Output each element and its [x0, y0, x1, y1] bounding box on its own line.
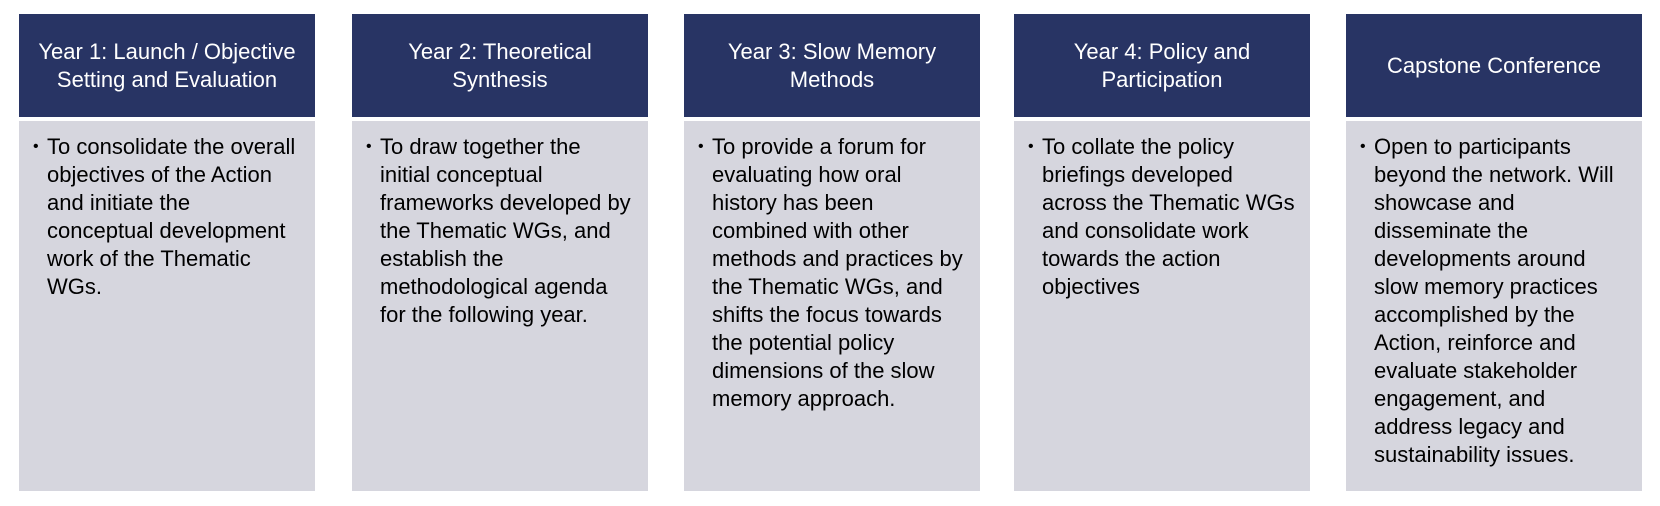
bullet-icon: •	[1028, 138, 1034, 155]
bullet-text: To collate the policy briefings develope…	[1042, 134, 1295, 299]
bullet-item: • To draw together the initial conceptua…	[366, 133, 634, 329]
bullet-icon: •	[698, 138, 704, 155]
bullet-text: To draw together the initial conceptual …	[380, 134, 631, 327]
bullet-icon: •	[1360, 138, 1366, 155]
column-capstone: Capstone Conference • Open to participan…	[1346, 14, 1642, 491]
column-body: • To collate the policy briefings develo…	[1014, 121, 1310, 491]
column-heading: Year 2: Theoretical Synthesis	[352, 14, 648, 117]
column-body: • Open to participants beyond the networ…	[1346, 121, 1642, 491]
column-year-4: Year 4: Policy and Participation • To co…	[1014, 14, 1310, 491]
column-heading: Year 3: Slow Memory Methods	[684, 14, 980, 117]
column-heading: Year 1: Launch / Objective Setting and E…	[19, 14, 315, 117]
bullet-text: To provide a forum for evaluating how or…	[712, 134, 963, 411]
column-body: • To provide a forum for evaluating how …	[684, 121, 980, 491]
column-body: • To consolidate the overall objectives …	[19, 121, 315, 491]
column-heading: Capstone Conference	[1346, 14, 1642, 117]
column-body: • To draw together the initial conceptua…	[352, 121, 648, 491]
bullet-icon: •	[366, 138, 372, 155]
column-heading: Year 4: Policy and Participation	[1014, 14, 1310, 117]
bullet-icon: •	[33, 138, 39, 155]
bullet-item: • To collate the policy briefings develo…	[1028, 133, 1296, 301]
bullet-item: • To consolidate the overall objectives …	[33, 133, 301, 301]
column-year-3: Year 3: Slow Memory Methods • To provide…	[684, 14, 980, 491]
bullet-item: • To provide a forum for evaluating how …	[698, 133, 966, 413]
bullet-item: • Open to participants beyond the networ…	[1360, 133, 1628, 469]
bullet-text: To consolidate the overall objectives of…	[47, 134, 296, 299]
column-year-1: Year 1: Launch / Objective Setting and E…	[19, 14, 315, 491]
column-year-2: Year 2: Theoretical Synthesis • To draw …	[352, 14, 648, 491]
bullet-text: Open to participants beyond the network.…	[1374, 134, 1614, 467]
